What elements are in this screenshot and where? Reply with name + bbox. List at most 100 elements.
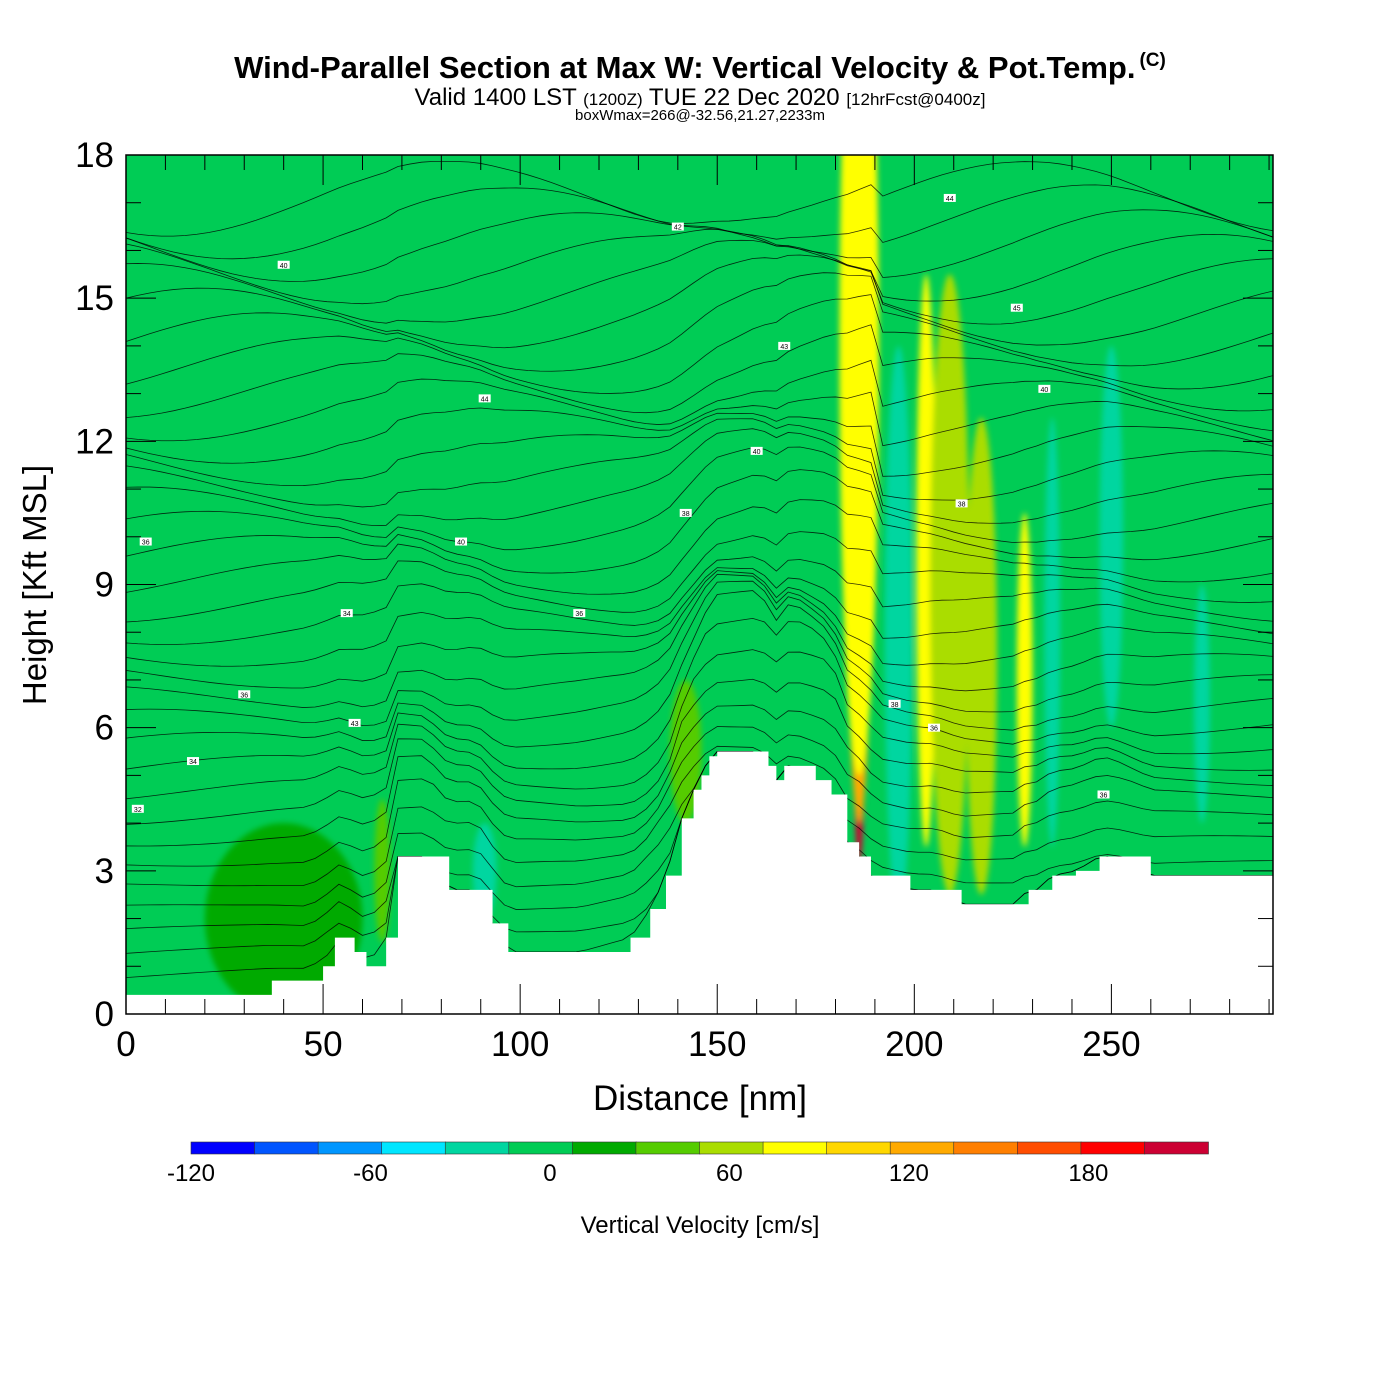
colorbar-swatch	[1017, 1141, 1082, 1155]
contour-label-16: 40	[1038, 384, 1051, 394]
colorbar-swatch	[826, 1141, 891, 1155]
y-tick-label: 15	[75, 279, 114, 318]
contour-label-8: 43	[348, 718, 361, 728]
svg-text:40: 40	[1040, 387, 1048, 394]
x-axis-label: Distance [nm]	[593, 1079, 807, 1118]
isentrope-11	[126, 580, 1273, 726]
y-tick-label: 9	[95, 566, 114, 605]
y-tick-label: 6	[95, 709, 114, 748]
contour-label-17: 38	[888, 699, 901, 709]
colorbar-swatch	[1144, 1141, 1209, 1155]
contour-label-15: 45	[1010, 303, 1023, 313]
contour-label-1: 34	[187, 757, 200, 766]
isentrope-16	[126, 531, 1273, 623]
isentrope-13	[126, 570, 1273, 689]
contour-label-12: 40	[750, 446, 763, 456]
svg-text:44: 44	[946, 196, 954, 203]
colorbar-swatch	[953, 1141, 1019, 1155]
velocity-cell-9	[1044, 417, 1061, 847]
isentrope-33	[126, 160, 1273, 237]
svg-text:43: 43	[351, 721, 359, 728]
isentrope-29	[126, 239, 1273, 325]
isentrope-19	[126, 446, 1273, 551]
isentrope-30	[126, 228, 1273, 305]
colorbar-swatch	[508, 1141, 574, 1155]
isentrope-21	[126, 418, 1273, 508]
contour-label-0: 32	[131, 804, 144, 814]
svg-text:36: 36	[142, 540, 150, 547]
x-tick-label: 150	[688, 1025, 746, 1064]
velocity-cell-6	[930, 274, 970, 895]
colorbar-tick-label: 180	[1068, 1160, 1108, 1187]
velocity-cell-8	[1016, 512, 1033, 847]
colorbar-swatch	[190, 1141, 256, 1155]
contour-labels: 32 34 36 36 40 40 44 42 43 34 36 38 40 43 44 45 40 38 36 36…	[131, 193, 1110, 814]
contour-label-11: 38	[679, 508, 692, 518]
y-tick-label: 12	[75, 422, 114, 461]
isentrope-18	[126, 469, 1273, 574]
colorbar-swatch	[381, 1141, 447, 1155]
copyright-mark: (C)	[1139, 50, 1166, 71]
svg-text:38: 38	[958, 501, 966, 508]
svg-text:44: 44	[481, 396, 489, 403]
svg-text:36: 36	[575, 611, 583, 618]
terrain-mask	[126, 751, 1273, 1014]
contour-label-6: 44	[478, 394, 491, 403]
colorbar-tick-label: 60	[716, 1160, 743, 1187]
isentrope-25	[126, 324, 1273, 418]
isentrope-28	[126, 254, 1273, 349]
colorbar-swatch	[317, 1141, 383, 1155]
svg-text:45: 45	[1013, 306, 1021, 313]
svg-text:38: 38	[682, 511, 690, 518]
y-tick-label: 3	[95, 852, 114, 891]
y-tick-label: 0	[95, 995, 114, 1034]
svg-text:43: 43	[780, 344, 788, 351]
chart-subtitle: Valid 1400 LST (1200Z) TUE 22 Dec 2020 […	[0, 84, 1400, 112]
svg-text:42: 42	[674, 225, 682, 232]
velocity-cell-10	[1099, 345, 1124, 728]
colorbar-swatch	[1080, 1141, 1146, 1155]
contour-label-4: 40	[455, 537, 468, 547]
velocity-field	[204, 155, 1210, 1014]
svg-text:40: 40	[457, 540, 465, 547]
isentrope-20	[126, 428, 1273, 527]
svg-text:34: 34	[343, 611, 351, 618]
svg-text:40: 40	[280, 263, 288, 270]
colorbar-swatch	[635, 1141, 701, 1155]
contour-label-2: 36	[238, 690, 251, 699]
isentrope-31	[126, 209, 1273, 282]
isentrope-32	[126, 184, 1273, 260]
contour-label-20: 38	[955, 499, 968, 508]
isentrope-23	[126, 391, 1273, 464]
isentrope-7	[126, 678, 1273, 825]
svg-text:36: 36	[1100, 792, 1108, 799]
colorbar-tick-label: 120	[889, 1160, 929, 1187]
box-wmax-info: boxWmax=266@-32.56,21.27,2233m	[575, 107, 825, 124]
svg-text:36: 36	[930, 726, 938, 733]
x-tick-label: 250	[1082, 1025, 1140, 1064]
svg-text:34: 34	[189, 759, 197, 766]
x-tick-label: 50	[304, 1025, 343, 1064]
colorbar-swatch	[572, 1141, 637, 1155]
isentrope-3	[126, 751, 1273, 907]
colorbar-tick-label: -120	[167, 1160, 215, 1187]
contour-label-5: 40	[277, 260, 290, 270]
contour-label-13: 43	[778, 341, 791, 351]
x-axis: 0 50 100 150 200 250	[116, 155, 1270, 1064]
isentrope-27	[126, 272, 1273, 372]
contour-label-18: 36	[928, 723, 941, 733]
colorbar-tick-label: -60	[353, 1160, 388, 1187]
isentrope-26	[126, 294, 1273, 394]
svg-text:36: 36	[240, 692, 248, 699]
isentrope-12	[126, 573, 1273, 708]
isentrope-24	[126, 359, 1273, 442]
svg-text:32: 32	[134, 807, 142, 814]
colorbar-swatch	[444, 1141, 510, 1155]
contour-label-3: 36	[139, 537, 152, 547]
chart-title: Wind-Parallel Section at Max W: Vertical…	[0, 50, 1400, 86]
utc-time: (1200Z)	[583, 90, 643, 109]
velocity-cell-4	[884, 345, 913, 919]
colorbar-swatch	[762, 1141, 828, 1155]
